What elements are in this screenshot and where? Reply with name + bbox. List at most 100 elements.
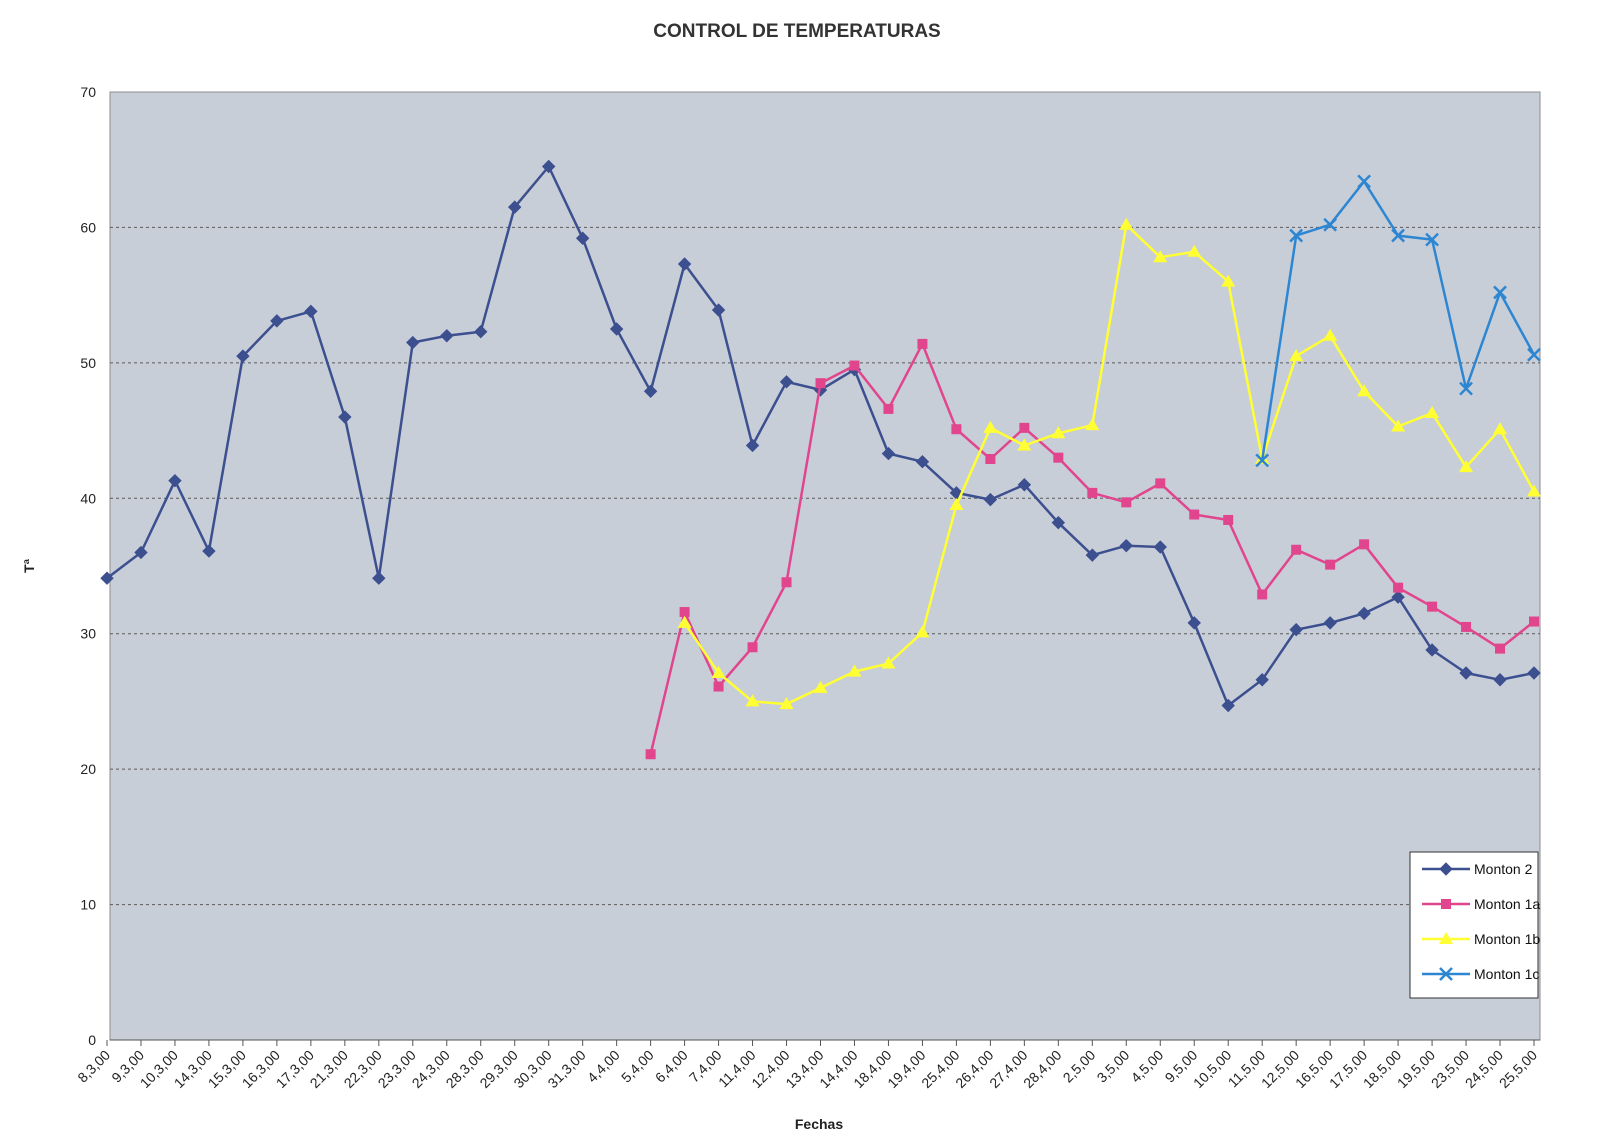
data-point [1459,460,1474,473]
x-tick-label: 4,4,00 [584,1047,623,1086]
data-point [1391,419,1406,432]
y-tick-label: 20 [80,761,96,777]
y-tick-label: 10 [80,897,96,913]
data-point [1493,422,1508,435]
data-point [915,625,930,638]
series-monton-1a [645,338,1539,760]
data-point [1255,453,1270,468]
legend-marker-monton-1c [1439,967,1453,981]
data-point [813,680,828,693]
data-point [1527,484,1541,497]
data-point [643,384,658,399]
data-point [713,681,724,692]
data-point [1119,217,1134,230]
data-point [779,375,794,389]
y-axis-ticks: 0 10 20 30 40 50 60 70 [80,84,96,1048]
plot-area [109,91,1541,1041]
data-point [985,454,996,465]
data-point [1427,601,1438,612]
legend-marker-monton-2 [1439,862,1453,876]
data-point [1119,538,1133,553]
x-tick-label: 10,5,00 [1190,1047,1234,1091]
data-point [983,420,998,433]
data-point [1187,244,1202,257]
x-tick-label: 8,3,00 [74,1047,113,1086]
data-point [1357,606,1371,621]
data-point [1529,616,1539,627]
data-point [951,424,962,435]
data-point [747,642,758,653]
data-point [168,473,182,488]
data-point [1085,548,1100,562]
data-point [915,455,930,469]
data-point [677,615,692,628]
data-point [1359,539,1370,550]
data-point [304,304,318,319]
data-point [1493,285,1507,300]
data-point [1017,438,1032,451]
data-point [679,607,690,618]
data-point [1495,643,1506,654]
legend-label-monton-1b: Monton 1b [1474,931,1540,947]
data-point [1051,515,1066,530]
data-point [1255,673,1269,687]
data-point [1391,228,1405,243]
data-point [949,498,964,511]
data-point [474,325,488,339]
data-point [1053,452,1064,463]
data-point [1221,698,1235,713]
data-point [781,577,792,588]
y-tick-label: 60 [80,219,96,235]
legend-marker-monton-1a [1441,899,1451,909]
data-point [1527,347,1541,362]
data-point [1425,232,1439,247]
series-line-monton-1b [683,223,1536,706]
data-point [1289,622,1303,637]
x-tick-label: 4,5,00 [1128,1047,1167,1086]
x-tick-label: 28,4,00 [1020,1047,1064,1091]
x-axis-ticks: 8,3,009,3,0010,3,0014,3,0015,3,0016,3,00… [74,1040,1540,1091]
legend: Monton 2 Monton 1a Monton 1b Monton 1c [1409,851,1540,999]
data-point [1357,384,1372,397]
data-point [745,438,760,453]
data-point [645,749,656,760]
data-point [1019,422,1030,433]
chart-title: CONTROL DE TEMPERATURAS [653,21,940,42]
data-point [541,159,556,174]
data-point [1187,616,1201,630]
data-point [711,665,726,678]
data-point [372,571,386,585]
data-point [1087,487,1098,498]
data-point [1393,582,1404,593]
data-point [1017,478,1032,492]
x-axis-label: Fechas [795,1116,843,1132]
data-point [883,403,894,414]
x-tick-label: 3,5,00 [1094,1047,1133,1086]
data-point [849,360,860,371]
data-point [406,335,420,350]
data-point [508,200,522,214]
data-point [1155,478,1166,489]
data-point [440,329,454,343]
data-point [881,656,896,669]
data-point [1323,217,1338,232]
x-tick-label: 31,3,00 [544,1047,588,1091]
x-tick-label: 2,5,00 [1060,1047,1099,1086]
data-point [1493,673,1507,687]
series-monton-1c [1255,174,1541,468]
data-point [202,544,216,558]
data-point [983,492,998,507]
data-point [1461,621,1472,632]
data-point [711,303,726,317]
data-point [1257,589,1268,600]
y-tick-label: 70 [80,84,96,100]
data-point [609,322,624,336]
data-point [1221,274,1236,287]
data-point [1425,643,1439,657]
data-point [1323,328,1338,341]
y-tick-label: 50 [80,355,96,371]
data-point [1325,559,1336,570]
legend-label-monton-2: Monton 2 [1474,861,1533,877]
data-point [1121,497,1132,508]
data-point [677,257,692,271]
